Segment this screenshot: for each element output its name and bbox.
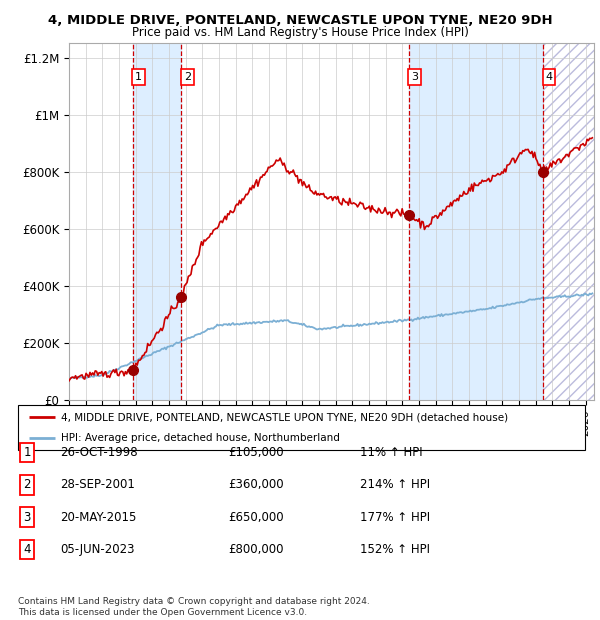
- Text: 28-SEP-2001: 28-SEP-2001: [60, 479, 135, 491]
- Bar: [543, 43, 594, 400]
- Text: 05-JUN-2023: 05-JUN-2023: [60, 543, 134, 556]
- Text: 4, MIDDLE DRIVE, PONTELAND, NEWCASTLE UPON TYNE, NE20 9DH: 4, MIDDLE DRIVE, PONTELAND, NEWCASTLE UP…: [47, 14, 553, 27]
- Text: 177% ↑ HPI: 177% ↑ HPI: [360, 511, 430, 523]
- FancyBboxPatch shape: [18, 405, 585, 450]
- Text: 152% ↑ HPI: 152% ↑ HPI: [360, 543, 430, 556]
- Bar: [543, 43, 594, 400]
- Text: £105,000: £105,000: [228, 446, 284, 459]
- Text: 2: 2: [23, 479, 31, 491]
- Text: £650,000: £650,000: [228, 511, 284, 523]
- Text: 1: 1: [135, 72, 142, 82]
- Text: 11% ↑ HPI: 11% ↑ HPI: [360, 446, 422, 459]
- Text: 2: 2: [184, 72, 191, 82]
- Text: 3: 3: [411, 72, 418, 82]
- Bar: [133, 43, 181, 400]
- Text: 4: 4: [545, 72, 553, 82]
- Text: 20-MAY-2015: 20-MAY-2015: [60, 511, 136, 523]
- Text: 4: 4: [23, 543, 31, 556]
- Text: HPI: Average price, detached house, Northumberland: HPI: Average price, detached house, Nort…: [61, 433, 340, 443]
- Text: 26-OCT-1998: 26-OCT-1998: [60, 446, 137, 459]
- Text: 4, MIDDLE DRIVE, PONTELAND, NEWCASTLE UPON TYNE, NE20 9DH (detached house): 4, MIDDLE DRIVE, PONTELAND, NEWCASTLE UP…: [61, 412, 508, 422]
- Text: 1: 1: [23, 446, 31, 459]
- Text: 3: 3: [23, 511, 31, 523]
- Bar: [409, 43, 543, 400]
- Text: £360,000: £360,000: [228, 479, 284, 491]
- Text: £800,000: £800,000: [228, 543, 284, 556]
- Text: Price paid vs. HM Land Registry's House Price Index (HPI): Price paid vs. HM Land Registry's House …: [131, 26, 469, 39]
- Text: Contains HM Land Registry data © Crown copyright and database right 2024.
This d: Contains HM Land Registry data © Crown c…: [18, 598, 370, 617]
- Text: 214% ↑ HPI: 214% ↑ HPI: [360, 479, 430, 491]
